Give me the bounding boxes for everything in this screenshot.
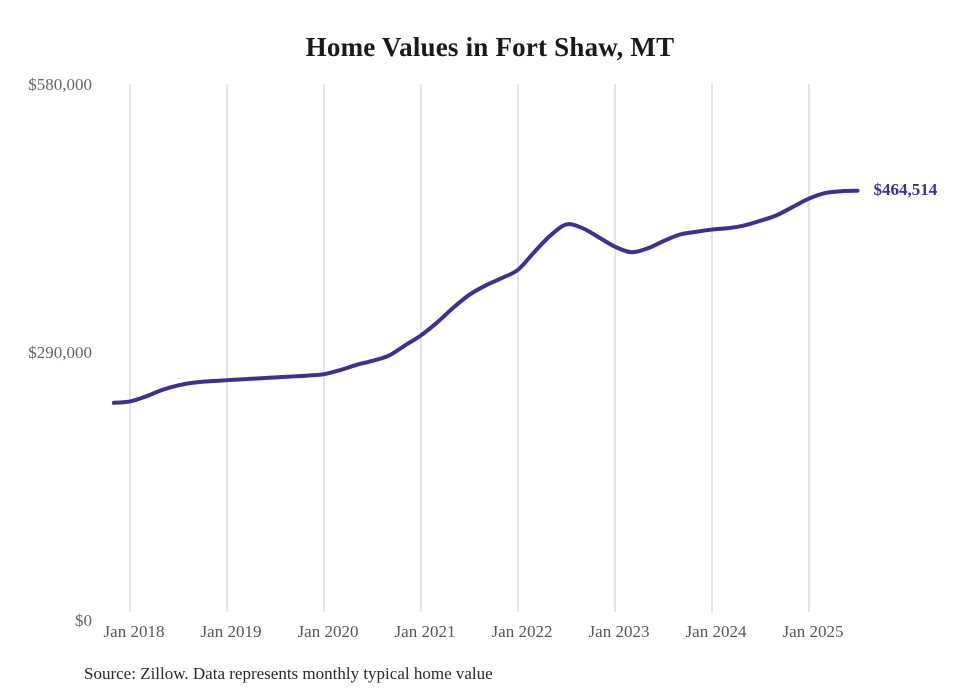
xtick-label-jan-2023: Jan 2023 — [588, 622, 650, 641]
xtick-label-jan-2024: Jan 2024 — [685, 622, 747, 641]
source-note: Source: Zillow. Data represents monthly … — [84, 664, 493, 683]
xtick-label-jan-2022: Jan 2022 — [491, 622, 553, 641]
xtick-label-jan-2020: Jan 2020 — [297, 622, 359, 641]
end-value-label: $464,514 — [873, 179, 938, 199]
series-line-group — [111, 188, 860, 405]
xtick-label-jan-2021: Jan 2021 — [394, 622, 456, 641]
xtick-label-jan-2025: Jan 2025 — [782, 622, 844, 641]
chart-title: Home Values in Fort Shaw, MT — [305, 32, 675, 62]
xtick-label-jan-2019: Jan 2019 — [200, 622, 262, 641]
gridlines — [129, 84, 810, 612]
ytick-label-mid: $290,000 — [28, 343, 92, 362]
ytick-label-bottom: $0 — [75, 611, 92, 630]
ytick-label-top: $580,000 — [28, 75, 92, 94]
xtick-label-jan-2018: Jan 2018 — [103, 622, 165, 641]
series-line — [111, 188, 860, 405]
